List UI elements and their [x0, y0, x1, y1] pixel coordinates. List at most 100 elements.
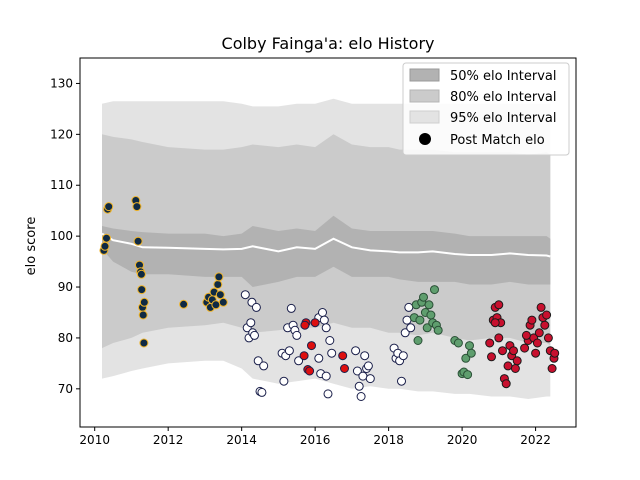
y-tick-label: 70 [58, 382, 73, 396]
data-point [358, 371, 368, 381]
plot-frame [79, 57, 577, 428]
data-point [534, 328, 544, 338]
x-tick-label: 2020 [447, 433, 478, 447]
legend-marker-point [419, 133, 431, 145]
data-point [453, 338, 463, 348]
x-tick-label: 2010 [79, 433, 110, 447]
data-point [365, 374, 375, 384]
data-point [426, 310, 436, 320]
data-point [363, 361, 373, 371]
legend-swatch-80 [409, 89, 440, 103]
y-axis-label: elo score [24, 217, 39, 276]
data-point [543, 333, 553, 343]
data-point [214, 272, 224, 282]
data-point [300, 320, 310, 330]
data-point [213, 280, 223, 289]
data-point [490, 318, 500, 328]
data-point [521, 330, 531, 340]
data-point [215, 290, 225, 300]
data-point [314, 353, 324, 363]
plot-area [99, 98, 560, 401]
data-point [354, 381, 364, 391]
data-point [284, 346, 294, 356]
data-point [494, 300, 504, 310]
data-point [310, 318, 320, 328]
x-tick-label: 2014 [226, 433, 257, 447]
data-point [433, 325, 443, 335]
data-point [299, 351, 309, 361]
data-point [286, 303, 296, 313]
data-point [501, 379, 511, 389]
data-point [257, 387, 267, 397]
legend-label-80: 80% elo Interval [450, 90, 557, 105]
y-tick-label: 80 [58, 331, 73, 345]
data-point [250, 330, 259, 340]
data-point [294, 356, 304, 366]
y-tick-label: 120 [50, 127, 73, 141]
data-point [402, 315, 412, 325]
data-point [259, 361, 269, 371]
data-point [100, 241, 110, 251]
data-point [218, 297, 228, 307]
data-point [463, 370, 473, 380]
data-point [318, 308, 327, 317]
band-50 [102, 215, 551, 287]
data-point [461, 353, 471, 363]
data-point [352, 366, 362, 376]
data-point [351, 346, 361, 356]
data-point [512, 356, 522, 366]
data-point [398, 351, 408, 361]
data-point [419, 292, 428, 302]
data-point [338, 351, 348, 361]
data-point [179, 299, 189, 309]
data-point [547, 364, 557, 373]
data-point [540, 320, 550, 330]
legend-swatch-50 [409, 68, 440, 82]
data-point [413, 336, 423, 345]
data-point [465, 341, 474, 351]
data-point [404, 302, 414, 312]
data-point [520, 343, 530, 353]
data-point [487, 352, 496, 362]
x-tick-label: 2018 [373, 433, 404, 447]
chart-title: Colby Fainga'a: elo History [222, 34, 435, 53]
data-point [422, 323, 432, 333]
data-point [305, 366, 315, 376]
data-point [104, 202, 114, 212]
data-point [510, 364, 520, 373]
data-point [251, 302, 261, 312]
data-point [527, 315, 537, 325]
data-point [400, 328, 410, 338]
data-point [240, 290, 250, 300]
data-point [509, 346, 518, 356]
data-point [494, 333, 504, 343]
legend-label-95: 95% elo Interval [450, 111, 557, 126]
y-tick-label: 130 [50, 76, 73, 90]
data-point [466, 348, 476, 358]
data-point [138, 310, 148, 320]
data-point [321, 371, 331, 381]
y-tick-label: 100 [50, 229, 73, 243]
x-axis-ticks: 2010 2012 2014 2016 2018 2020 2022 [79, 427, 551, 447]
data-point [137, 285, 147, 295]
data-point [292, 330, 302, 340]
legend: 50% elo Interval 80% elo Interval 95% el… [402, 62, 570, 156]
data-point [340, 364, 349, 373]
data-point [319, 315, 329, 325]
data-point [542, 310, 552, 320]
data-point [360, 351, 370, 361]
data-point [279, 376, 289, 386]
data-point [415, 315, 425, 325]
legend-label-50: 50% elo Interval [450, 69, 557, 84]
data-point [307, 341, 316, 351]
x-tick-label: 2022 [520, 433, 551, 447]
data-point [211, 300, 221, 310]
y-tick-label: 110 [50, 178, 73, 192]
data-point [550, 348, 560, 358]
data-point [133, 236, 143, 246]
x-tick-label: 2012 [153, 433, 184, 447]
data-point [253, 356, 263, 366]
legend-label-point: Post Match elo [450, 133, 545, 148]
data-point [406, 323, 416, 333]
